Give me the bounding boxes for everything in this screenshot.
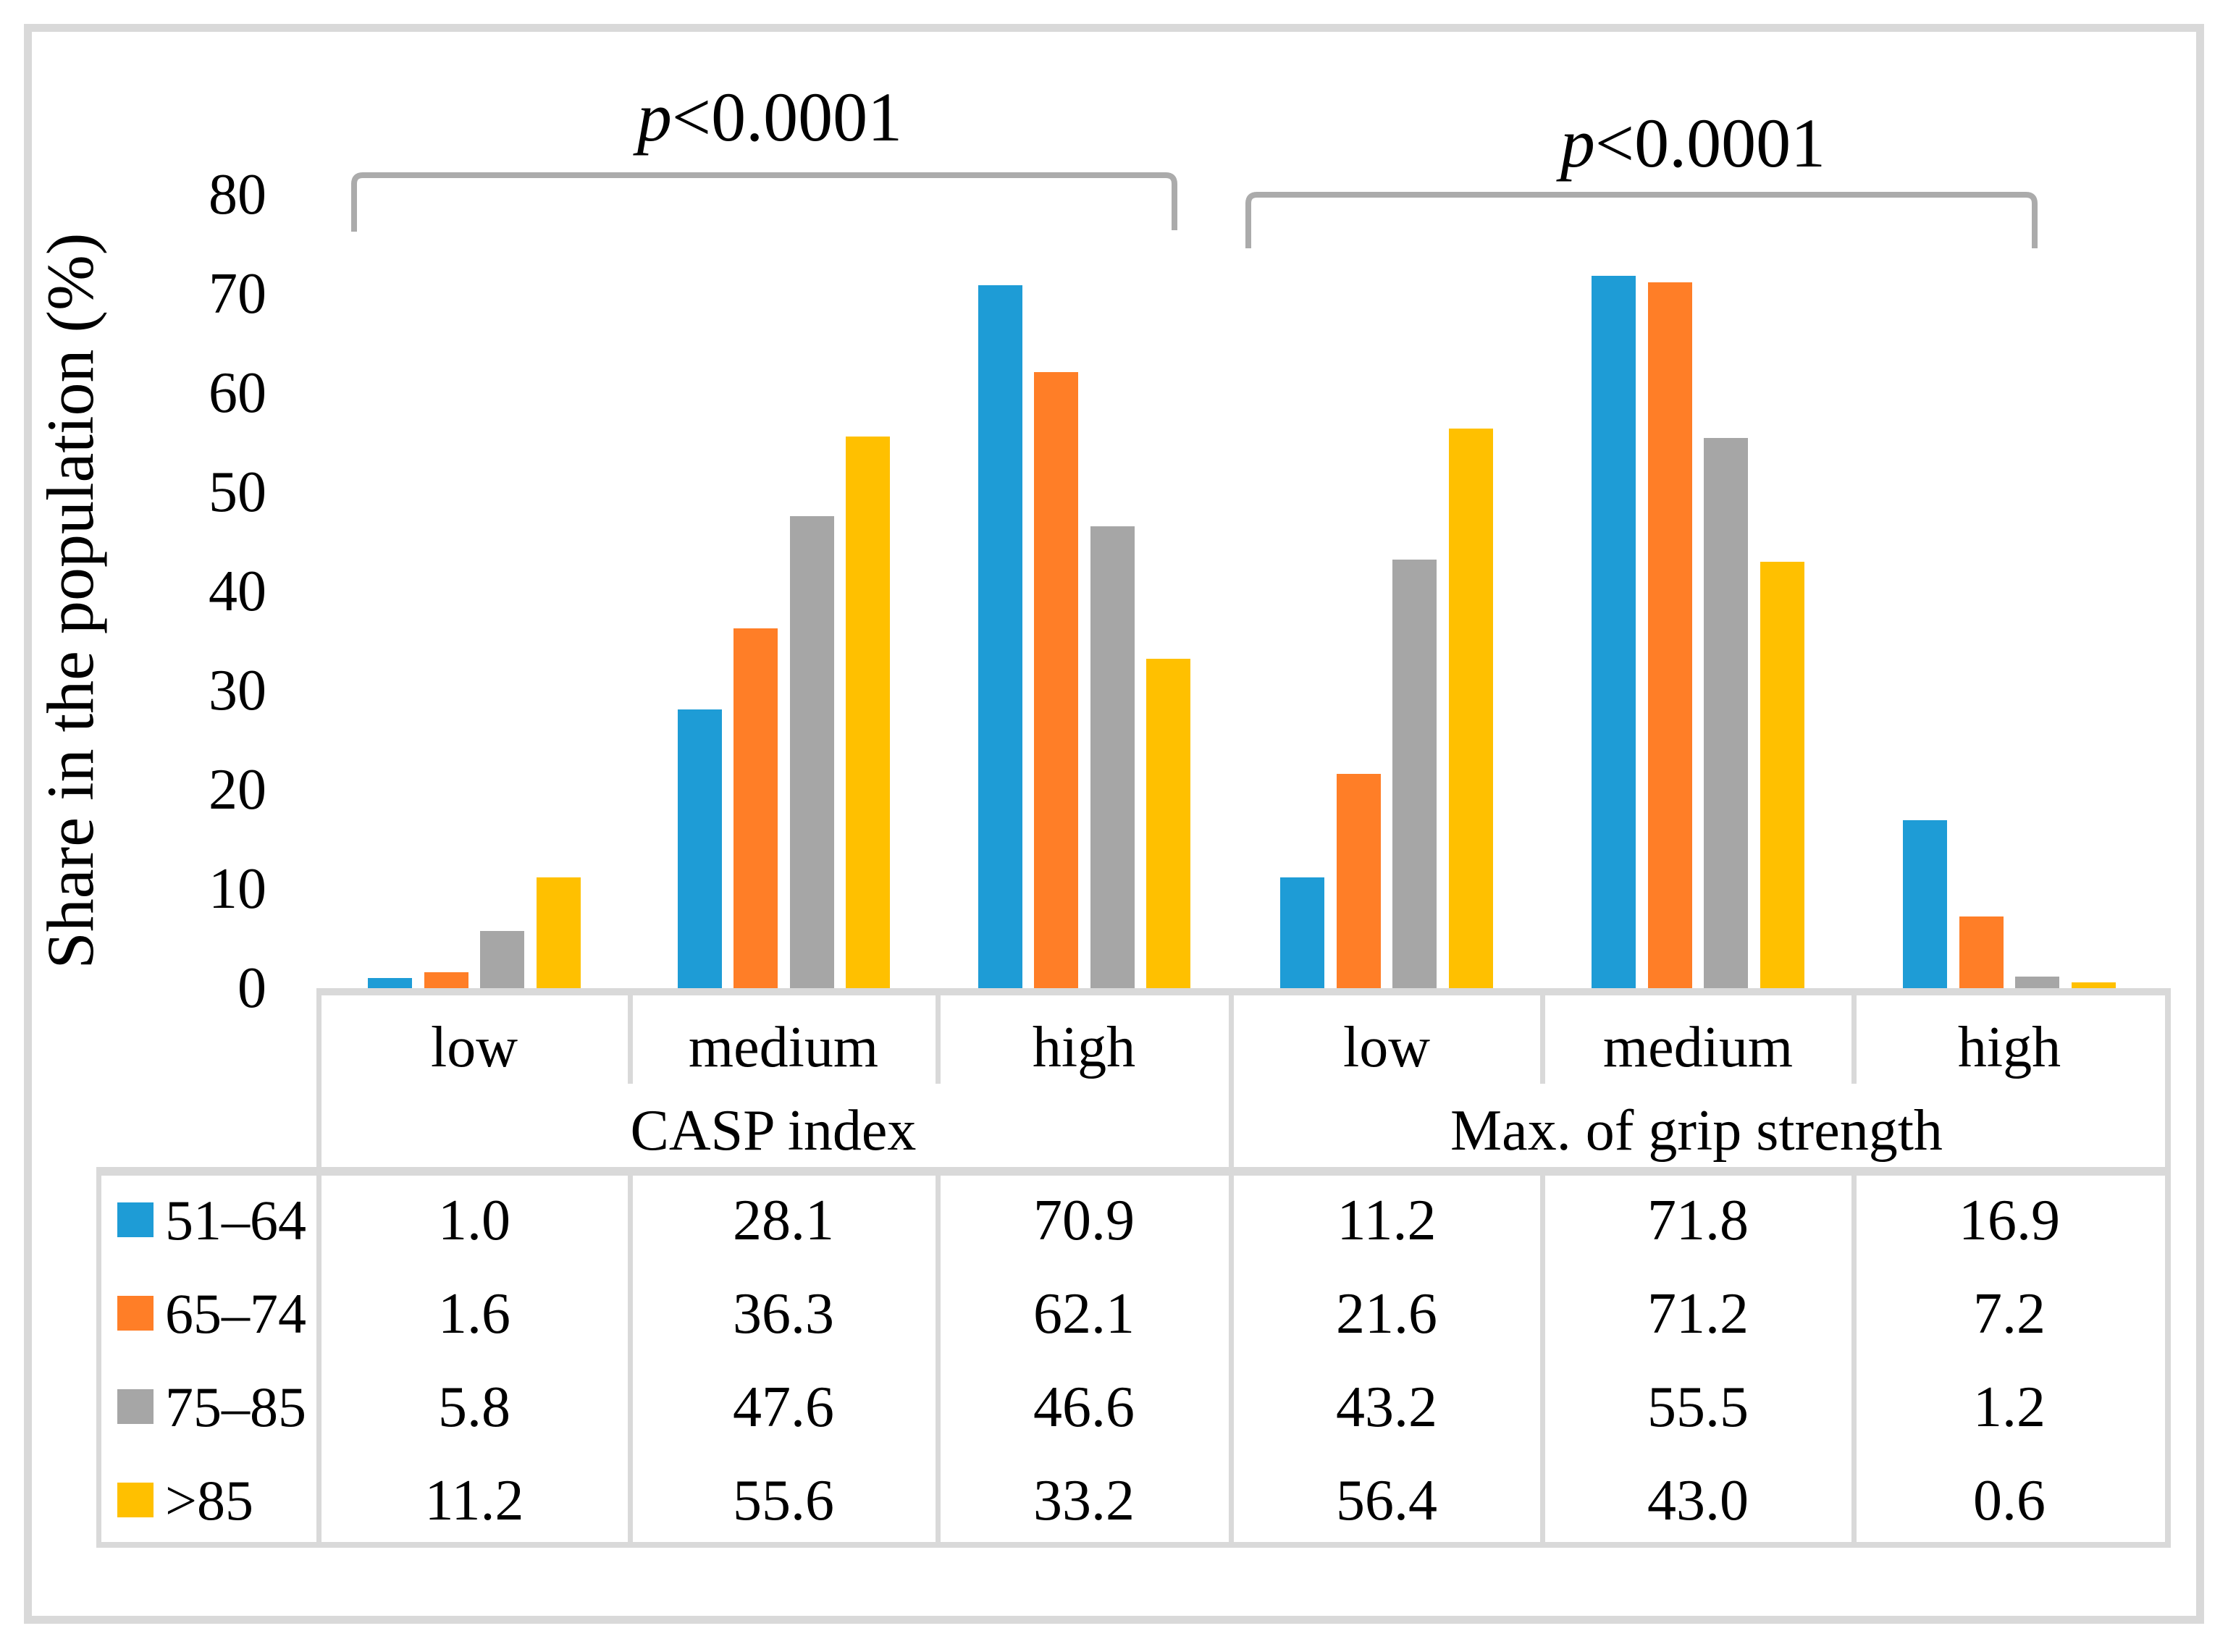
bar->85-group0 bbox=[537, 877, 581, 988]
bar-65–74-group2 bbox=[1034, 372, 1078, 988]
y-tick-60: 60 bbox=[209, 361, 266, 425]
legend-label-75-85: 75–85 bbox=[165, 1375, 306, 1438]
legend-key-75-85 bbox=[117, 1389, 154, 1424]
cell-75-85-casp-medium: 47.6 bbox=[733, 1375, 834, 1439]
cell-51-64-grip-low: 11.2 bbox=[1337, 1189, 1437, 1252]
col-header-casp-medium: medium bbox=[688, 1016, 879, 1079]
table-border-right bbox=[2165, 988, 2171, 1548]
table-border-bottom bbox=[96, 1542, 2171, 1548]
cell-75-85-grip-low: 43.2 bbox=[1336, 1375, 1437, 1439]
cell-gt85-grip-medium: 43.0 bbox=[1647, 1469, 1749, 1533]
bar-51–64-group3 bbox=[1280, 877, 1324, 988]
p-value-casp-text: <0.0001 bbox=[671, 78, 903, 156]
table-vline-head-casp-1 bbox=[628, 988, 633, 1084]
bar-65–74-group4 bbox=[1648, 282, 1692, 988]
cell-gt85-casp-high: 33.2 bbox=[1033, 1469, 1135, 1533]
cell-51-64-grip-medium: 71.8 bbox=[1647, 1189, 1749, 1252]
bar-75–85-group0 bbox=[480, 931, 524, 988]
bar-75–85-group3 bbox=[1392, 560, 1437, 988]
table-vline-head-casp-2 bbox=[936, 988, 941, 1084]
cell-65-74-grip-low: 21.6 bbox=[1336, 1282, 1437, 1346]
bar-75–85-group5 bbox=[2015, 977, 2059, 988]
legend-key-51-64 bbox=[117, 1202, 154, 1237]
table-vline-group-divider bbox=[1229, 988, 1234, 1548]
bar->85-group1 bbox=[846, 437, 890, 988]
bar->85-group5 bbox=[2072, 982, 2116, 988]
col-header-grip-medium: medium bbox=[1602, 1016, 1794, 1079]
table-border-left bbox=[96, 1167, 101, 1548]
y-tick-70: 70 bbox=[209, 262, 266, 326]
bar->85-group4 bbox=[1760, 562, 1804, 988]
bar-51–64-group0 bbox=[368, 978, 412, 988]
p-value-grip-symbol: p bbox=[1560, 104, 1595, 182]
cell-65-74-grip-medium: 71.2 bbox=[1647, 1282, 1749, 1346]
cell-gt85-grip-high: 0.6 bbox=[1973, 1469, 2046, 1533]
table-border-top bbox=[316, 988, 2171, 995]
y-tick-0: 0 bbox=[237, 956, 266, 1020]
figure-border-frame bbox=[24, 24, 2204, 1624]
y-tick-50: 50 bbox=[209, 460, 266, 524]
table-vline-data-2 bbox=[936, 1176, 941, 1548]
y-tick-80: 80 bbox=[209, 163, 266, 227]
table-vline-data-3 bbox=[1540, 1176, 1545, 1548]
p-value-grip-text: <0.0001 bbox=[1594, 104, 1826, 182]
cell-75-85-casp-high: 46.6 bbox=[1033, 1375, 1135, 1439]
bar-51–64-group1 bbox=[678, 709, 722, 988]
bar-51–64-group5 bbox=[1903, 820, 1947, 988]
y-tick-20: 20 bbox=[209, 758, 266, 822]
cell-75-85-grip-medium: 55.5 bbox=[1647, 1375, 1749, 1439]
table-divider-header bbox=[96, 1167, 2171, 1176]
bar-65–74-group5 bbox=[1959, 916, 2004, 988]
bar-65–74-group3 bbox=[1337, 774, 1381, 988]
y-tick-30: 30 bbox=[209, 659, 266, 722]
group-header-grip-strength: Max. of grip strength bbox=[1450, 1099, 1943, 1163]
bar-51–64-group4 bbox=[1592, 276, 1636, 988]
legend-label-gt85: >85 bbox=[165, 1469, 253, 1532]
table-vline-head-grip-1 bbox=[1540, 988, 1545, 1084]
cell-gt85-casp-medium: 55.6 bbox=[733, 1469, 834, 1533]
cell-51-64-casp-high: 70.9 bbox=[1033, 1189, 1135, 1252]
cell-65-74-casp-high: 62.1 bbox=[1033, 1282, 1135, 1346]
bar-65–74-group0 bbox=[424, 972, 468, 988]
col-header-casp-high: high bbox=[1032, 1016, 1136, 1079]
bar-75–85-group2 bbox=[1090, 526, 1135, 988]
table-vline-data-4 bbox=[1851, 1176, 1857, 1548]
bar-75–85-group1 bbox=[790, 516, 834, 988]
table-vline-data-1 bbox=[628, 1176, 633, 1548]
col-header-grip-low: low bbox=[1343, 1016, 1430, 1079]
legend-label-51-64: 51–64 bbox=[165, 1189, 306, 1252]
cell-51-64-casp-medium: 28.1 bbox=[733, 1189, 834, 1252]
cell-75-85-grip-high: 1.2 bbox=[1973, 1375, 2046, 1439]
cell-gt85-casp-low: 11.2 bbox=[424, 1469, 524, 1533]
cell-51-64-grip-high: 16.9 bbox=[1959, 1189, 2060, 1252]
cell-65-74-casp-medium: 36.3 bbox=[733, 1282, 834, 1346]
col-header-grip-high: high bbox=[1957, 1016, 2061, 1079]
p-value-casp: p<0.0001 bbox=[480, 81, 1059, 153]
legend-key-65-74 bbox=[117, 1296, 154, 1331]
y-tick-40: 40 bbox=[209, 560, 266, 623]
cell-gt85-grip-low: 56.4 bbox=[1336, 1469, 1437, 1533]
cell-65-74-casp-low: 1.6 bbox=[438, 1282, 510, 1346]
y-tick-10: 10 bbox=[209, 857, 266, 921]
legend-label-65-74: 65–74 bbox=[165, 1282, 306, 1345]
cell-65-74-grip-high: 7.2 bbox=[1973, 1282, 2046, 1346]
table-vline-head-grip-2 bbox=[1851, 988, 1857, 1084]
bar->85-group2 bbox=[1146, 659, 1190, 988]
col-header-casp-low: low bbox=[431, 1016, 518, 1079]
y-axis-title: Share in the population (%) bbox=[33, 232, 107, 969]
p-value-casp-symbol: p bbox=[636, 78, 672, 156]
bar->85-group3 bbox=[1449, 429, 1493, 988]
bar-65–74-group1 bbox=[733, 628, 778, 988]
bar-75–85-group4 bbox=[1704, 438, 1748, 988]
legend-key-gt85 bbox=[117, 1483, 154, 1517]
group-header-casp-index: CASP index bbox=[630, 1099, 917, 1163]
cell-75-85-casp-low: 5.8 bbox=[438, 1375, 510, 1439]
cell-51-64-casp-low: 1.0 bbox=[438, 1189, 510, 1252]
table-vline-casp-left bbox=[316, 988, 321, 1548]
bar-51–64-group2 bbox=[978, 285, 1022, 988]
p-value-grip: p<0.0001 bbox=[1403, 107, 1983, 180]
